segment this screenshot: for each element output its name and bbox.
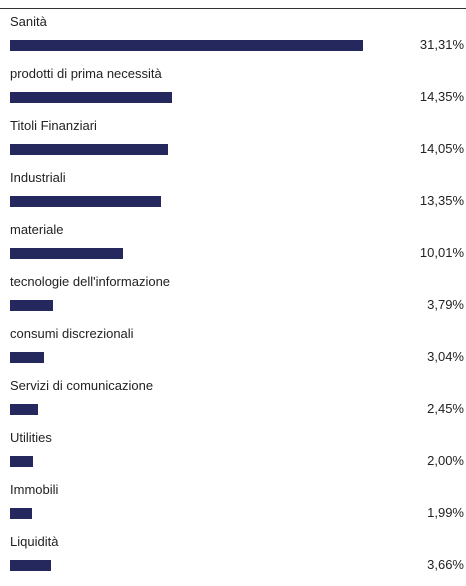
- value-label: 10,01%: [419, 245, 464, 260]
- category-label: Sanità: [10, 14, 47, 29]
- chart-row: materiale 10,01%: [0, 222, 466, 274]
- bar: [10, 196, 161, 207]
- chart-row: Titoli Finanziari 14,05%: [0, 118, 466, 170]
- value-label: 14,35%: [419, 89, 464, 104]
- category-label: prodotti di prima necessità: [10, 66, 162, 81]
- bar: [10, 456, 33, 467]
- chart-row: Utilities 2,00%: [0, 430, 466, 482]
- bar: [10, 404, 38, 415]
- bar: [10, 508, 32, 519]
- sector-allocation-chart: Sanità 31,31% prodotti di prima necessità 1…: [0, 14, 466, 572]
- category-label: consumi discrezionali: [10, 326, 134, 341]
- bar: [10, 40, 363, 51]
- value-label: 1,99%: [427, 505, 464, 520]
- value-label: 3,66%: [427, 557, 464, 572]
- bar: [10, 300, 53, 311]
- chart-row: consumi discrezionali 3,04%: [0, 326, 466, 378]
- value-label: 2,45%: [427, 401, 464, 416]
- category-label: Liquidità: [10, 534, 59, 549]
- value-label: 3,79%: [427, 297, 464, 312]
- bar: [10, 352, 44, 363]
- bar: [10, 144, 168, 155]
- chart-row: Sanità 31,31%: [0, 14, 466, 66]
- chart-row: prodotti di prima necessità 14,35%: [0, 66, 466, 118]
- value-label: 31,31%: [419, 37, 464, 52]
- top-divider: [0, 8, 466, 9]
- chart-row: Industriali 13,35%: [0, 170, 466, 222]
- chart-row: Servizi di comunicazione 2,45%: [0, 378, 466, 430]
- bar: [10, 248, 123, 259]
- bar: [10, 92, 172, 103]
- chart-row: Immobili 1,99%: [0, 482, 466, 534]
- bar: [10, 560, 51, 571]
- chart-row: tecnologie dell'informazione 3,79%: [0, 274, 466, 326]
- value-label: 2,00%: [427, 453, 464, 468]
- category-label: Utilities: [10, 430, 52, 445]
- category-label: Immobili: [10, 482, 59, 497]
- category-label: materiale: [10, 222, 64, 237]
- value-label: 3,04%: [427, 349, 464, 364]
- category-label: Titoli Finanziari: [10, 118, 97, 133]
- category-label: tecnologie dell'informazione: [10, 274, 171, 289]
- value-label: 14,05%: [419, 141, 464, 156]
- chart-row: Liquidità 3,66%: [0, 534, 466, 586]
- value-label: 13,35%: [419, 193, 464, 208]
- category-label: Industriali: [10, 170, 66, 185]
- category-label: Servizi di comunicazione: [10, 378, 154, 393]
